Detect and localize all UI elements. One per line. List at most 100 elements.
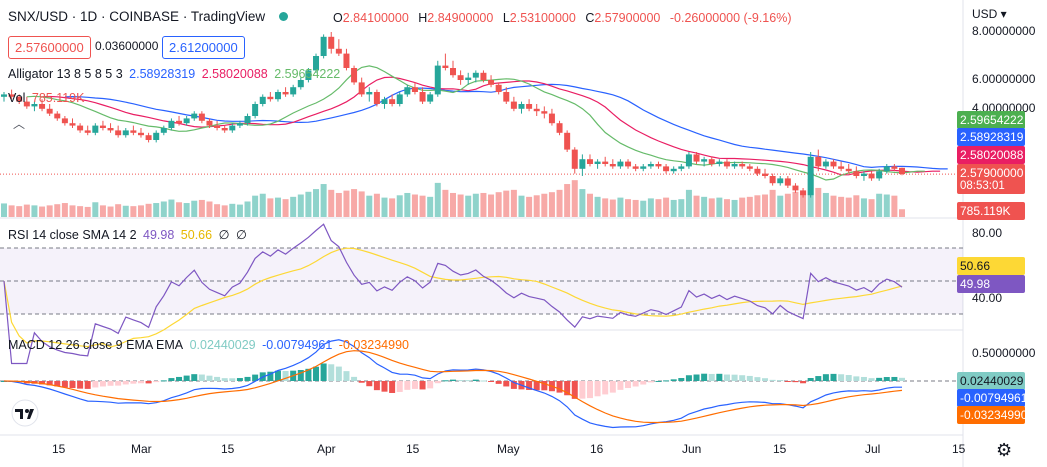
- settings-gear-icon[interactable]: ⚙: [996, 440, 1013, 460]
- macd-hist-bar: [122, 381, 129, 385]
- macd-hist-bar: [739, 375, 746, 381]
- volume-bar: [411, 194, 418, 217]
- interval[interactable]: 1D: [80, 9, 98, 24]
- volume-bar: [807, 179, 814, 217]
- candle-body: [708, 159, 715, 164]
- macd-hist-bar: [602, 381, 609, 395]
- volume-bar: [39, 206, 46, 217]
- macd-hist-bar: [769, 379, 776, 381]
- volume-bar: [358, 191, 365, 217]
- candle-body: [792, 185, 799, 191]
- macd-hist-bar: [640, 381, 647, 385]
- macd-hist-bar: [647, 381, 654, 383]
- volume-bar: [868, 199, 875, 217]
- volume-bar: [244, 201, 251, 217]
- macd-hist-bar: [625, 381, 632, 389]
- volume-bar: [419, 195, 426, 217]
- rsi-tick: 40.00: [972, 291, 1003, 305]
- macd-hist-badge: 0.02440029: [957, 372, 1025, 390]
- candle-body: [176, 120, 183, 124]
- candle-body: [427, 94, 434, 102]
- volume-bar: [381, 197, 388, 217]
- volume-value: 785.119K: [31, 91, 85, 105]
- volume-bar: [442, 189, 449, 217]
- volume-bar: [762, 194, 769, 217]
- candle-body: [77, 125, 84, 131]
- macd-badge: -0.00794961: [957, 389, 1027, 407]
- volume-bar: [153, 203, 160, 217]
- alligator-legend[interactable]: Alligator 13 8 5 8 5 3 2.58928319 2.5802…: [8, 67, 341, 81]
- macd-hist-bar: [282, 371, 289, 381]
- candle-body: [510, 101, 517, 109]
- volume-bar: [320, 184, 327, 217]
- volume-bar: [830, 195, 837, 217]
- macd-hist-bar: [845, 375, 852, 381]
- macd-hist-bar: [99, 381, 106, 387]
- volume-bars: [1, 179, 905, 217]
- volume-bar: [221, 205, 228, 217]
- macd-hist-bar: [92, 381, 99, 388]
- macd-hist-bar: [586, 381, 593, 399]
- macd-hist-bar: [358, 381, 365, 383]
- macd-hist-bar: [115, 381, 122, 386]
- volume-bar: [716, 197, 723, 217]
- candle-body: [389, 99, 396, 104]
- candle-body: [191, 113, 198, 119]
- candle-body: [777, 178, 784, 184]
- candle-body: [23, 101, 30, 107]
- macd-hist-bar: [670, 379, 677, 381]
- chart-header[interactable]: SNX/USD · 1D · COINBASE · TradingView: [8, 9, 298, 25]
- volume-badge: 785.119K: [957, 202, 1025, 220]
- macd-hist-bar: [168, 378, 175, 381]
- volume-bar: [640, 200, 647, 217]
- rsi-sma-line: [3, 247, 903, 348]
- macd-hist-bar: [343, 371, 350, 381]
- candle-body: [647, 164, 654, 167]
- sell-button[interactable]: 2.57600000: [8, 36, 91, 59]
- volume-bar: [822, 192, 829, 217]
- macd-hist-bar: [510, 381, 517, 389]
- candle-body: [153, 132, 160, 140]
- candle-body: [822, 161, 829, 167]
- volume-bar: [533, 195, 540, 217]
- candle-body: [373, 92, 380, 104]
- macd-hist-bar: [685, 375, 692, 381]
- candle-body: [853, 171, 860, 176]
- rsi-legend[interactable]: RSI 14 close SMA 14 2 49.98 50.66 ∅ ∅: [8, 228, 247, 242]
- candle-body: [61, 118, 68, 124]
- candle-body: [206, 120, 213, 126]
- symbol-name[interactable]: SNX/USD: [8, 9, 69, 24]
- macd-hist-bar: [221, 378, 228, 381]
- candle-body: [480, 72, 487, 80]
- collapse-legend-icon[interactable]: ︿: [12, 117, 25, 131]
- tradingview-logo-icon[interactable]: [8, 399, 42, 427]
- macd-signal-badge: -0.03234990: [957, 406, 1027, 424]
- macd-hist-bar: [274, 370, 281, 381]
- macd-hist-bar: [366, 381, 373, 387]
- volume-bar: [541, 193, 548, 217]
- volume-bar: [845, 197, 852, 217]
- macd-hist-bar: [822, 374, 829, 381]
- currency-selector[interactable]: USD ▾: [972, 7, 1007, 21]
- macd-hist-bar: [39, 381, 46, 385]
- volume-bar: [647, 198, 654, 217]
- macd-hist-bar: [411, 381, 418, 389]
- volume-bar: [252, 195, 259, 217]
- macd-legend[interactable]: MACD 12 26 close 9 EMA EMA 0.02440029 -0…: [8, 338, 409, 352]
- macd-hist-bar: [61, 381, 68, 388]
- time-tick: Mar: [131, 442, 152, 456]
- candle-body: [229, 125, 236, 131]
- macd-hist-bar: [632, 381, 639, 387]
- volume-legend[interactable]: Vol 785.119K: [8, 91, 85, 105]
- volume-bar: [214, 204, 221, 217]
- volume-bar: [800, 190, 807, 217]
- candle-body: [670, 168, 677, 172]
- volume-bar: [655, 199, 662, 217]
- volume-bar: [206, 201, 213, 217]
- volume-bar: [297, 194, 304, 217]
- macd-hist-bar: [701, 373, 708, 381]
- macd-tick: 0.50000000: [972, 346, 1036, 360]
- candle-body: [92, 125, 99, 133]
- buy-button[interactable]: 2.61200000: [162, 36, 245, 59]
